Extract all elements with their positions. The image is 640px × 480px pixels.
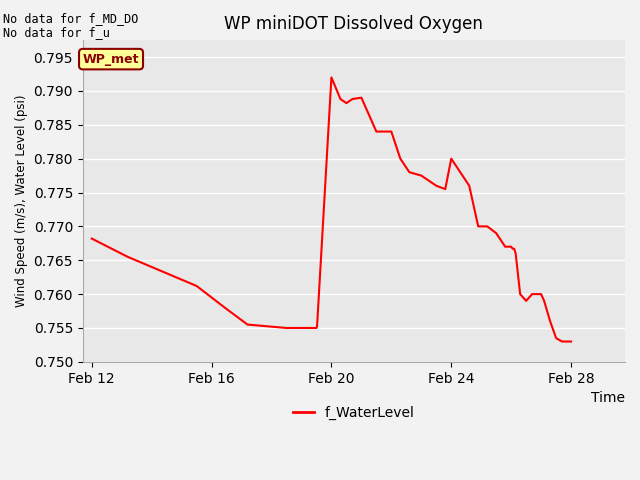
Text: No data for f_MD_DO: No data for f_MD_DO xyxy=(3,12,139,25)
Title: WP miniDOT Dissolved Oxygen: WP miniDOT Dissolved Oxygen xyxy=(225,15,483,33)
Y-axis label: Wind Speed (m/s), Water Level (psi): Wind Speed (m/s), Water Level (psi) xyxy=(15,95,28,307)
X-axis label: Time: Time xyxy=(591,391,625,405)
Legend: f_WaterLevel: f_WaterLevel xyxy=(287,400,420,426)
Text: WP_met: WP_met xyxy=(83,53,140,66)
Text: No data for f_u: No data for f_u xyxy=(3,26,110,39)
